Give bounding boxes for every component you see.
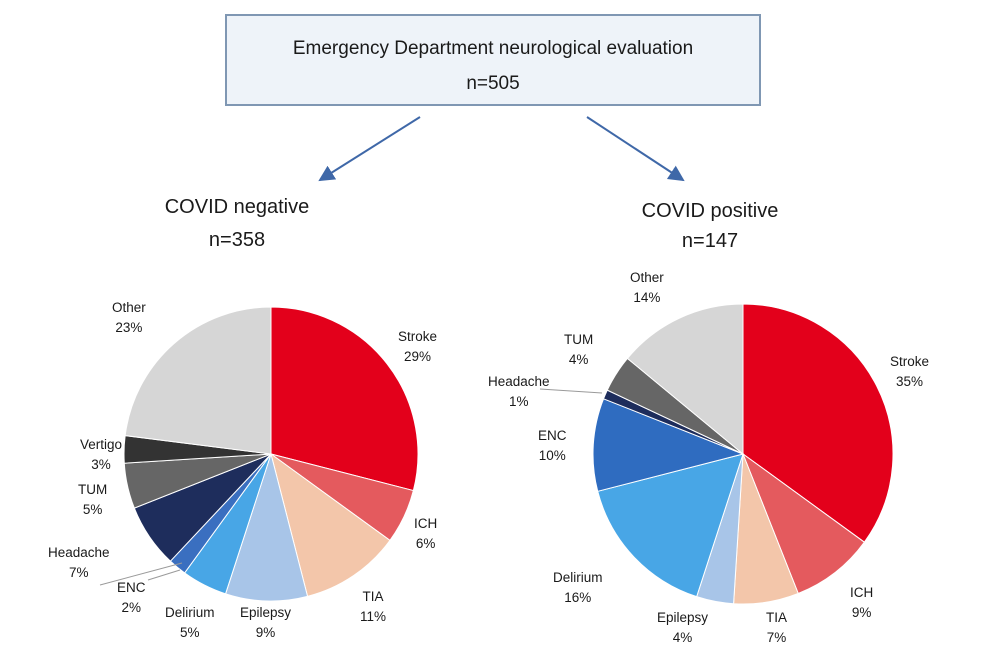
right-label-tia: TIA 7%: [766, 610, 788, 645]
left-label-headache: Headache 7%: [48, 545, 110, 580]
right-group-title: COVID positive: [641, 200, 779, 222]
right-slice-other: [626, 303, 744, 456]
left-slice-epilepsy: [224, 452, 309, 602]
left-label-ich: ICH 6%: [414, 516, 438, 551]
left-label-stroke: Stroke 29%: [398, 329, 438, 364]
left-slice-stroke: [270, 306, 419, 492]
right-label-ich: ICH 9%: [850, 585, 874, 620]
left-label-other: Other 23%: [112, 300, 146, 335]
right-group-n: n=147: [681, 230, 739, 252]
right-slice-enc: [592, 398, 745, 492]
arrow-left: [318, 116, 421, 182]
left-label-epilepsy: Epilepsy 9%: [240, 605, 292, 640]
left-group-n: n=358: [208, 229, 266, 251]
right-label-headache: Headache 1%: [488, 374, 550, 409]
right-label-stroke: Stroke 35%: [890, 354, 930, 389]
arrow-right: [586, 116, 685, 182]
left-label-tum: TUM 5%: [78, 482, 108, 517]
right-slice-stroke: [742, 303, 894, 543]
flow-total-n: n=505: [466, 73, 520, 94]
left-label-enc: ENC 2%: [117, 580, 146, 615]
left-slice-tia: [270, 452, 391, 597]
left-label-tia: TIA 11%: [360, 589, 387, 624]
left-slice-other: [124, 306, 272, 455]
left-label-delirium: Delirium 5%: [165, 605, 215, 640]
left-group-title: COVID negative: [164, 196, 310, 218]
right-label-other: Other 14%: [630, 270, 664, 305]
flow-root-box: Emergency Department neurological evalua…: [225, 14, 761, 106]
flow-title: Emergency Department neurological evalua…: [292, 38, 694, 59]
right-slice-ich: [741, 452, 866, 595]
right-label-tum: TUM 4%: [564, 332, 594, 367]
right-leader-headache: [539, 388, 603, 394]
left-leader-enc: [147, 569, 181, 581]
right-label-epilepsy: Epilepsy 4%: [657, 610, 709, 645]
right-slice-delirium: [597, 453, 744, 598]
left-leader-headache: [99, 562, 183, 586]
right-label-delirium: Delirium 16%: [553, 570, 603, 605]
left-label-vertigo: Vertigo 3%: [80, 437, 123, 472]
right-label-enc: ENC 10%: [538, 428, 567, 463]
